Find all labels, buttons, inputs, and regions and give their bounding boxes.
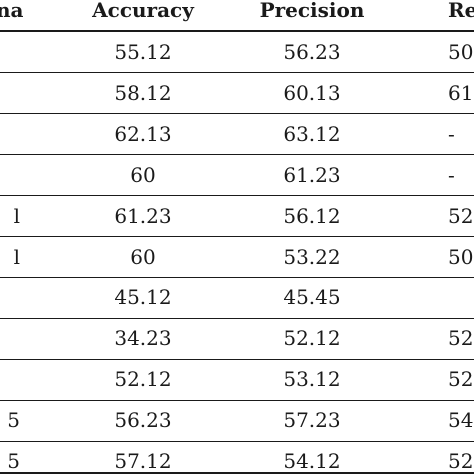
cell-precision: 53.12 xyxy=(283,367,341,392)
row-divider xyxy=(0,276,474,278)
cell-recall: 54 xyxy=(448,408,474,433)
cell-accuracy: 34.23 xyxy=(114,326,172,351)
cell-recall xyxy=(448,277,474,318)
row-divider xyxy=(0,399,474,401)
cell-precision: 60.13 xyxy=(283,80,341,105)
cell-precision: 57.23 xyxy=(283,408,341,433)
table-row: 45.12 45.45 xyxy=(0,277,474,318)
cell-recall: - xyxy=(448,121,455,146)
cell-accuracy: 57.12 xyxy=(114,449,172,473)
table-row: 52.12 53.12 52 xyxy=(0,359,474,400)
cell-accuracy: 58.12 xyxy=(114,80,172,105)
cell-recall: 52 xyxy=(448,449,474,473)
cell-label xyxy=(0,114,20,155)
cell-recall: 61 xyxy=(448,80,474,105)
cell-recall: 50 xyxy=(448,244,474,269)
cell-accuracy: 56.23 xyxy=(114,408,172,433)
cell-precision: 63.12 xyxy=(283,121,341,146)
cell-precision: 56.23 xyxy=(283,40,341,64)
cell-recall: 50 xyxy=(448,40,474,64)
cell-precision: 53.22 xyxy=(283,244,341,269)
cell-accuracy: 62.13 xyxy=(114,121,172,146)
cell-label xyxy=(0,155,20,196)
row-divider xyxy=(0,72,474,74)
cell-recall: - xyxy=(448,162,455,187)
header-rule xyxy=(0,30,474,32)
cell-label xyxy=(0,32,20,73)
cell-accuracy: 60 xyxy=(130,162,156,187)
cell-label xyxy=(0,277,20,318)
table-row: 58.12 60.13 61 xyxy=(0,73,474,114)
table-row: 60 61.23 - xyxy=(0,155,474,196)
header-recall: Re xyxy=(448,0,474,22)
table-row: 5 57.12 54.12 52 xyxy=(0,441,474,474)
header-first-column: na xyxy=(0,0,24,22)
table-row: 5 56.23 57.23 54 xyxy=(0,400,474,441)
cell-label: l xyxy=(13,244,20,269)
table-row: 62.13 63.12 - xyxy=(0,114,474,155)
cell-accuracy: 52.12 xyxy=(114,367,172,392)
cell-accuracy: 45.12 xyxy=(114,285,172,310)
cell-accuracy: 60 xyxy=(130,244,156,269)
header-precision: Precision xyxy=(259,0,365,22)
cell-precision: 56.12 xyxy=(283,203,341,228)
table-row: 34.23 52.12 52 xyxy=(0,318,474,359)
row-divider xyxy=(0,113,474,115)
cell-label xyxy=(0,359,20,400)
cell-precision: 54.12 xyxy=(283,449,341,473)
cell-precision: 52.12 xyxy=(283,326,341,351)
bottom-rule xyxy=(0,472,474,474)
row-divider xyxy=(0,154,474,156)
cell-recall: 52 xyxy=(448,203,474,228)
cell-accuracy: 55.12 xyxy=(114,40,172,64)
cell-accuracy: 61.23 xyxy=(114,203,172,228)
cell-label: 5 xyxy=(7,449,20,473)
row-divider xyxy=(0,358,474,360)
cell-recall: 52 xyxy=(448,367,474,392)
cell-precision: 61.23 xyxy=(283,162,341,187)
table-row: l 60 53.22 50 xyxy=(0,237,474,278)
table-row: l 61.23 56.12 52 xyxy=(0,196,474,237)
cell-recall: 52 xyxy=(448,326,474,351)
cell-label: l xyxy=(13,203,20,228)
row-divider xyxy=(0,236,474,237)
row-divider xyxy=(0,195,474,197)
table-row: 55.12 56.23 50 xyxy=(0,32,474,73)
header-accuracy: Accuracy xyxy=(92,0,194,22)
cell-precision: 45.45 xyxy=(283,285,341,310)
cell-label: 5 xyxy=(7,408,20,433)
cell-label xyxy=(0,73,20,114)
row-divider xyxy=(0,317,474,319)
row-divider xyxy=(0,440,474,442)
cell-label xyxy=(0,318,20,359)
